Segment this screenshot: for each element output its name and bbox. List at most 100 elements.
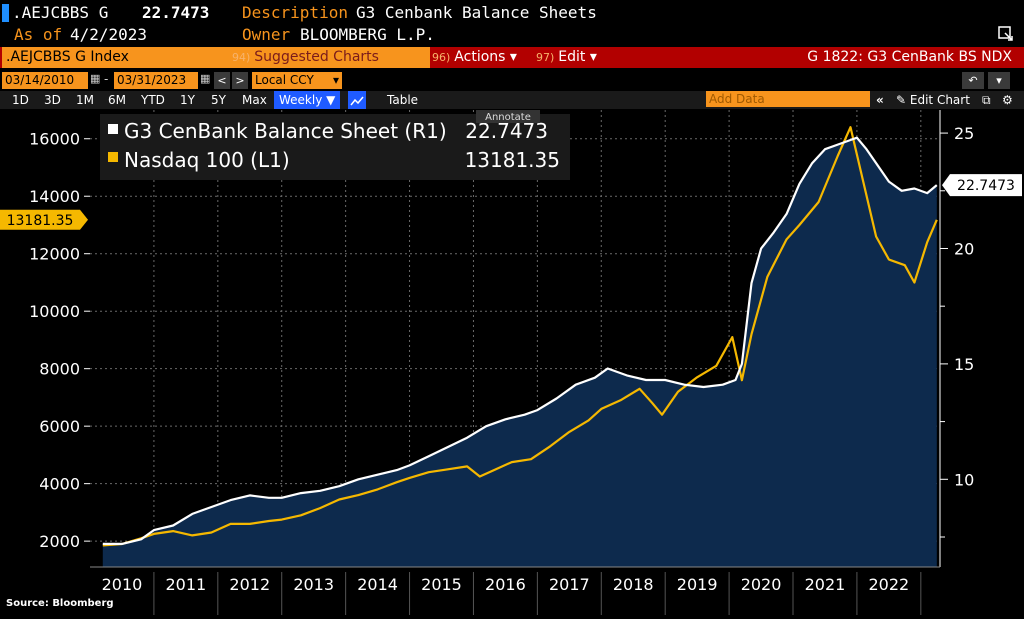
pencil-icon: ✎ xyxy=(896,93,907,107)
x-tick-label: 2016 xyxy=(485,575,526,594)
balance-sheet-line xyxy=(102,136,938,545)
x-tick-label: 2014 xyxy=(357,575,398,594)
undo-icon: ↶ xyxy=(968,74,978,87)
description-text: G3 Cenbank Balance Sheets xyxy=(356,3,597,22)
source-note: Source: Bloomberg xyxy=(6,598,114,609)
edit-chart-label: Edit Chart xyxy=(909,93,970,107)
security-field[interactable]: .AEJCBBS G Index xyxy=(2,47,430,68)
line-chart-icon[interactable] xyxy=(348,91,366,109)
left-tick-label: 6000 xyxy=(39,417,80,436)
right-tick-label: 10 xyxy=(954,470,974,489)
chevron-down-icon: ▾ xyxy=(589,49,597,65)
balance-last-value-tag xyxy=(942,174,1022,197)
range-max[interactable]: Max xyxy=(242,93,267,107)
settings-button[interactable]: ▾ xyxy=(988,72,1010,89)
left-tick-label: 16000 xyxy=(29,130,80,149)
add-data-input[interactable]: Add Data xyxy=(706,91,870,107)
legend-background xyxy=(100,114,570,180)
x-tick-label: 2022 xyxy=(869,575,910,594)
range-3d[interactable]: 3D xyxy=(44,93,61,107)
header-row-1: .AEJCBBS G 22.7473 Description G3 Cenban… xyxy=(0,0,1024,26)
range-1d[interactable]: 1D xyxy=(12,93,29,107)
left-tick-label: 14000 xyxy=(29,187,80,206)
legend-swatch-balance xyxy=(108,124,118,134)
start-date-input[interactable]: 03/14/2010 xyxy=(2,72,88,89)
suggested-label: Suggested Charts xyxy=(254,49,379,65)
frequency-value: Weekly xyxy=(279,93,323,107)
chart-area: 2000 4000 6000 8000 10000 12000 14000 16000 10 15… xyxy=(0,110,1024,615)
range-bar: 1D 3D 1M 6M YTD 1Y 5Y Max Weekly ▼ Table… xyxy=(0,91,1024,109)
asof-label: As of xyxy=(14,25,63,44)
end-date-input[interactable]: 03/31/2023 xyxy=(114,72,198,89)
nasdaq-last-value-tag xyxy=(0,209,88,230)
export-icon[interactable] xyxy=(998,26,1014,42)
chevron-down-icon: ▾ xyxy=(332,73,339,87)
chevron-down-icon: ▾ xyxy=(509,49,517,65)
annotate-button[interactable]: Annotate xyxy=(476,110,540,123)
x-tick-label: 2020 xyxy=(741,575,782,594)
chevron-left-icon: < xyxy=(217,74,227,87)
date-separator: - xyxy=(104,72,109,86)
frequency-select[interactable]: Weekly ▼ xyxy=(274,91,341,109)
edit-label: Edit xyxy=(558,49,586,65)
currency-value: Local CCY xyxy=(255,73,314,87)
left-tick-label: 8000 xyxy=(39,360,80,379)
chart-tool-icon[interactable]: ⧉ xyxy=(982,93,991,107)
x-tick-label: 2018 xyxy=(613,575,654,594)
range-1m[interactable]: 1M xyxy=(76,93,94,107)
description-label: Description xyxy=(242,3,348,22)
edit-button[interactable]: 97) Edit ▾ xyxy=(536,47,597,68)
legend-balance-name: G3 CenBank Balance Sheet (R1) xyxy=(124,119,447,143)
left-tick-label: 2000 xyxy=(39,532,80,551)
next-period-button[interactable]: > xyxy=(232,72,248,89)
edit-num: 97) xyxy=(536,51,555,64)
left-tick-label: 10000 xyxy=(29,302,80,321)
security-label: .AEJCBBS G Index xyxy=(6,49,129,65)
actions-num: 96) xyxy=(432,51,451,64)
chevron-right-icon: > xyxy=(235,74,245,87)
last-value: 22.7473 xyxy=(142,3,210,22)
asof-date: 4/2/2023 xyxy=(70,25,148,44)
x-tick-label: 2011 xyxy=(166,575,207,594)
chart-svg: 2000 4000 6000 8000 10000 12000 14000 16000 10 15… xyxy=(0,110,1022,615)
legend: G3 CenBank Balance Sheet (R1) 22.7473 Na… xyxy=(100,114,570,180)
x-tick-label: 2021 xyxy=(805,575,846,594)
currency-select[interactable]: Local CCY ▾ xyxy=(252,72,342,89)
calendar-icon[interactable]: ▦ xyxy=(90,72,101,85)
chart-id-title: G 1822: G3 CenBank BS NDX xyxy=(807,49,1012,65)
ticker-marker xyxy=(2,4,9,22)
x-tick-label: 2017 xyxy=(549,575,590,594)
balance-last-value-label: 22.7473 xyxy=(957,178,1015,194)
range-1y[interactable]: 1Y xyxy=(180,93,195,107)
x-tick-label: 2013 xyxy=(293,575,334,594)
calendar-icon[interactable]: ▦ xyxy=(200,72,211,85)
x-tick-label: 2015 xyxy=(421,575,462,594)
collapse-icon[interactable]: « xyxy=(876,93,884,107)
edit-chart-button[interactable]: ✎ Edit Chart xyxy=(896,91,970,109)
nasdaq-100-line xyxy=(102,126,938,547)
range-6m[interactable]: 6M xyxy=(108,93,126,107)
undo-button[interactable]: ↶ xyxy=(962,72,984,89)
suggested-num: 94) xyxy=(232,51,251,64)
series-lines xyxy=(102,126,938,547)
prev-period-button[interactable]: < xyxy=(214,72,230,89)
legend-swatch-nasdaq xyxy=(108,152,118,162)
axes: 2000 4000 6000 8000 10000 12000 14000 16000 10 15… xyxy=(0,110,1022,615)
annotate-bg xyxy=(476,110,540,123)
table-button[interactable]: Table xyxy=(387,93,419,107)
date-bar: 03/14/2010 ▦ - 03/31/2023 ▦ < > Local CC… xyxy=(0,72,1024,90)
legend-nasdaq-value: 13181.35 xyxy=(465,148,560,172)
suggested-charts-button[interactable]: 94) Suggested Charts xyxy=(232,47,379,68)
start-date: 03/14/2010 xyxy=(5,73,75,87)
range-5y[interactable]: 5Y xyxy=(211,93,226,107)
chevron-down-icon: ▾ xyxy=(996,74,1002,87)
balance-sheet-area xyxy=(102,137,937,567)
right-tick-label: 20 xyxy=(954,239,974,258)
right-tick-label: 25 xyxy=(954,124,974,143)
x-tick-label: 2012 xyxy=(229,575,270,594)
legend-nasdaq-name: Nasdaq 100 (L1) xyxy=(124,148,290,172)
range-ytd[interactable]: YTD xyxy=(141,93,165,107)
gear-icon[interactable]: ⚙ xyxy=(1002,93,1013,107)
actions-button[interactable]: 96) Actions ▾ xyxy=(432,47,517,68)
ticker-symbol[interactable]: .AEJCBBS G xyxy=(12,3,109,22)
